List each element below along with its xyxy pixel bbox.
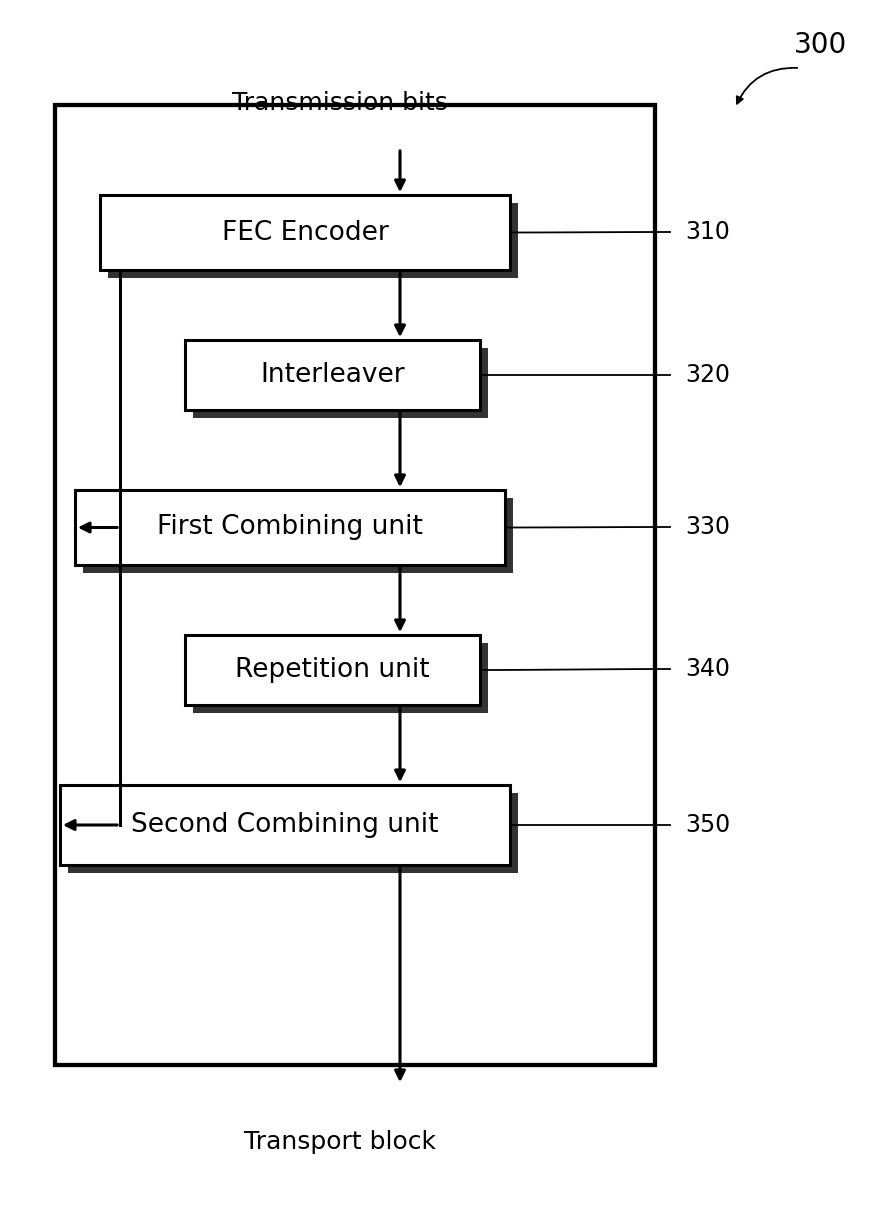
Text: 350: 350 bbox=[684, 813, 730, 837]
Bar bbox=[193, 643, 488, 712]
Bar bbox=[108, 203, 517, 277]
Bar bbox=[55, 105, 654, 1066]
Text: Transport block: Transport block bbox=[244, 1130, 436, 1154]
Bar bbox=[185, 635, 480, 705]
Bar bbox=[83, 499, 512, 573]
Text: 330: 330 bbox=[684, 514, 729, 539]
Text: 310: 310 bbox=[684, 220, 729, 244]
Text: 300: 300 bbox=[793, 31, 845, 59]
Bar bbox=[185, 340, 480, 411]
Bar bbox=[75, 490, 504, 565]
Text: Repetition unit: Repetition unit bbox=[235, 657, 430, 683]
Text: Interleaver: Interleaver bbox=[260, 362, 404, 389]
Text: 340: 340 bbox=[684, 657, 729, 681]
Bar bbox=[68, 793, 517, 873]
Text: Second Combining unit: Second Combining unit bbox=[131, 811, 438, 838]
Bar bbox=[193, 348, 488, 418]
Text: First Combining unit: First Combining unit bbox=[157, 514, 423, 540]
Text: Transmission bits: Transmission bits bbox=[232, 90, 447, 115]
Text: FEC Encoder: FEC Encoder bbox=[221, 220, 388, 246]
Bar bbox=[100, 196, 510, 270]
Text: 320: 320 bbox=[684, 363, 729, 387]
Bar bbox=[60, 785, 510, 865]
